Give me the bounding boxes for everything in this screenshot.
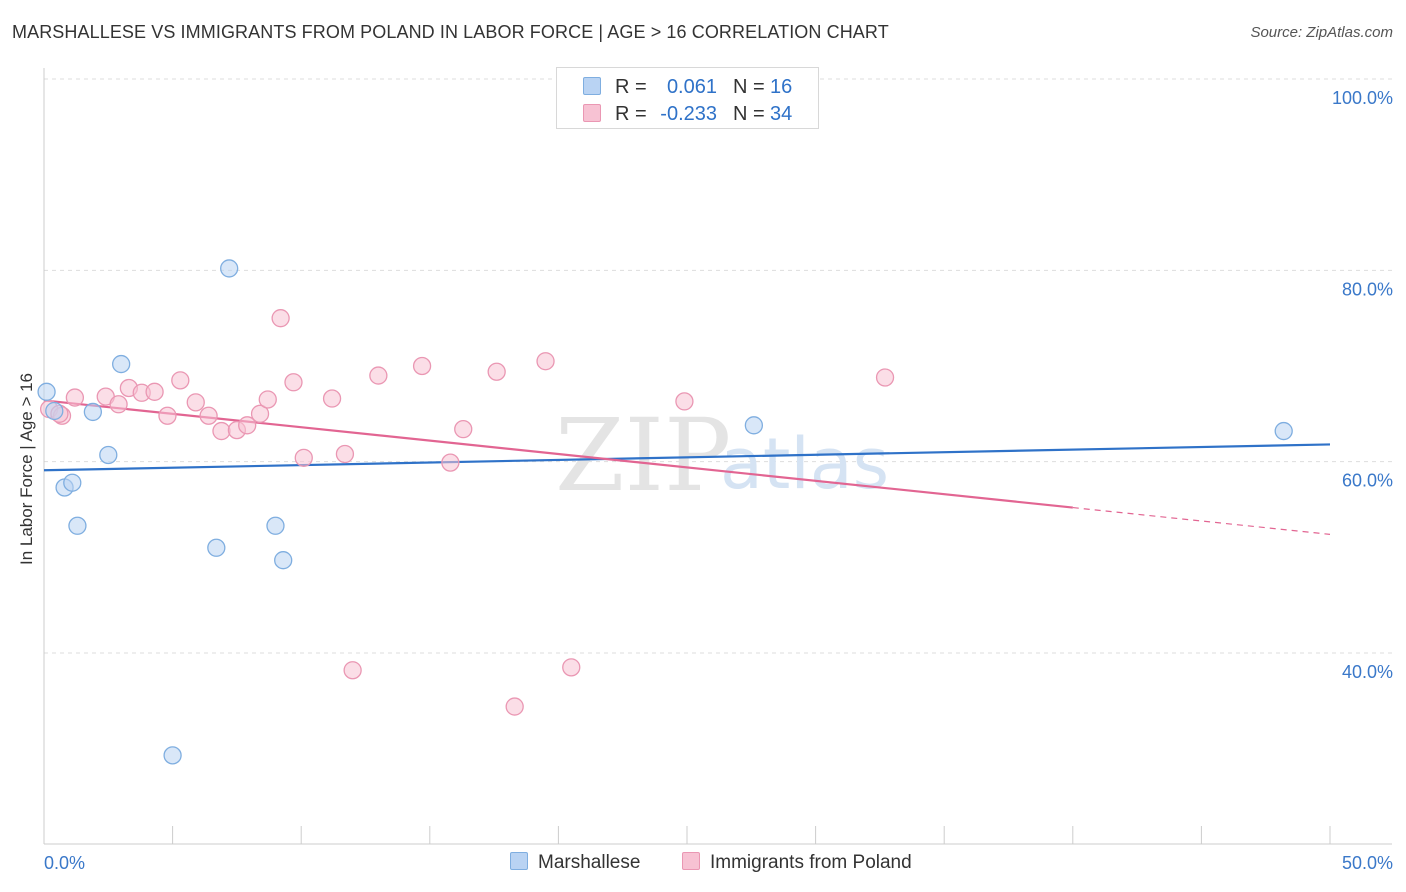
- y-tick-label: 60.0%: [1342, 471, 1393, 491]
- legend-swatch-marshallese: [510, 852, 528, 870]
- point-marshallese: [1274, 421, 1293, 441]
- point-poland: [343, 661, 362, 680]
- n-label: N =: [733, 103, 765, 125]
- y-tick-label: 100.0%: [1332, 88, 1393, 108]
- legend-item-marshallese[interactable]: Marshallese: [510, 852, 640, 874]
- point-marshallese: [274, 551, 293, 570]
- r-label: R =: [615, 76, 647, 98]
- series-legend: Marshallese Immigrants from Poland: [0, 852, 1406, 878]
- point-poland: [454, 419, 473, 439]
- x-tick-label: 0.0%: [44, 853, 85, 873]
- point-poland: [294, 448, 313, 467]
- legend-row-poland: R = -0.233 N = 34: [557, 99, 818, 127]
- point-poland: [109, 395, 128, 414]
- point-poland: [875, 368, 895, 387]
- point-poland: [238, 416, 257, 435]
- legend-swatch-blue: [583, 77, 601, 95]
- watermark-zip: ZIP: [555, 397, 731, 514]
- point-poland: [65, 388, 85, 407]
- point-marshallese: [83, 402, 103, 422]
- axes: [43, 68, 1392, 845]
- legend-swatch-pink: [583, 104, 601, 122]
- legend-label-marshallese: Marshallese: [538, 852, 641, 873]
- grid-lines: [44, 78, 1392, 654]
- y-axis-label: In Labor Force | Age > 16: [17, 372, 36, 565]
- point-poland: [271, 309, 290, 328]
- chart-title: MARSHALLESE VS IMMIGRANTS FROM POLAND IN…: [12, 22, 889, 42]
- r-label: R =: [615, 103, 647, 125]
- y-tick-label: 40.0%: [1342, 662, 1393, 682]
- point-marshallese: [68, 516, 87, 535]
- point-poland: [212, 421, 231, 441]
- point-poland: [536, 352, 555, 371]
- n-value: 16: [770, 76, 793, 98]
- point-poland: [158, 406, 177, 425]
- point-marshallese: [220, 259, 239, 278]
- data-points: [37, 259, 1293, 765]
- y-tick-label: 80.0%: [1342, 279, 1393, 299]
- point-poland: [441, 453, 460, 472]
- point-marshallese: [45, 401, 64, 421]
- point-marshallese: [37, 382, 56, 401]
- legend-row-marshallese: R = 0.061 N = 16: [557, 72, 818, 100]
- point-poland: [412, 356, 432, 376]
- point-poland: [505, 697, 524, 716]
- point-marshallese: [163, 746, 182, 765]
- n-value: 34: [770, 103, 793, 125]
- point-poland: [284, 373, 303, 392]
- point-poland: [322, 389, 342, 408]
- watermark-atlas: atlas: [720, 423, 889, 505]
- x-tick-label: 50.0%: [1342, 853, 1393, 873]
- watermark: ZIP atlas: [555, 397, 889, 514]
- point-poland: [369, 366, 388, 385]
- point-poland: [258, 390, 277, 409]
- point-marshallese: [266, 516, 285, 535]
- point-poland: [250, 404, 270, 423]
- r-value: -0.233: [660, 103, 717, 125]
- point-poland: [675, 392, 694, 411]
- r-value: 0.061: [666, 76, 717, 98]
- correlation-legend: R = 0.061 N = 16 R = -0.233 N = 34: [556, 67, 819, 129]
- point-poland: [335, 444, 355, 464]
- legend-item-poland[interactable]: Immigrants from Poland: [682, 852, 912, 874]
- legend-label-poland: Immigrants from Poland: [710, 852, 912, 873]
- source-label: Source: ZipAtlas.com: [1250, 24, 1393, 41]
- point-poland: [186, 393, 205, 412]
- point-poland: [199, 406, 218, 425]
- point-marshallese: [99, 445, 118, 465]
- point-marshallese: [744, 416, 764, 435]
- trend-line-marshallese: [43, 443, 1331, 472]
- legend-swatch-poland: [682, 852, 700, 870]
- point-marshallese: [63, 473, 82, 492]
- point-poland: [145, 382, 164, 401]
- tick-labels: 40.0% 60.0% 80.0% 100.0% 0.0% 50.0%: [44, 88, 1393, 873]
- point-marshallese: [207, 538, 226, 557]
- point-poland: [562, 658, 581, 677]
- point-poland: [171, 371, 190, 390]
- point-marshallese: [112, 354, 131, 374]
- n-label: N =: [733, 76, 765, 98]
- point-poland: [487, 362, 506, 381]
- trend-line-poland-extension: [1072, 506, 1331, 535]
